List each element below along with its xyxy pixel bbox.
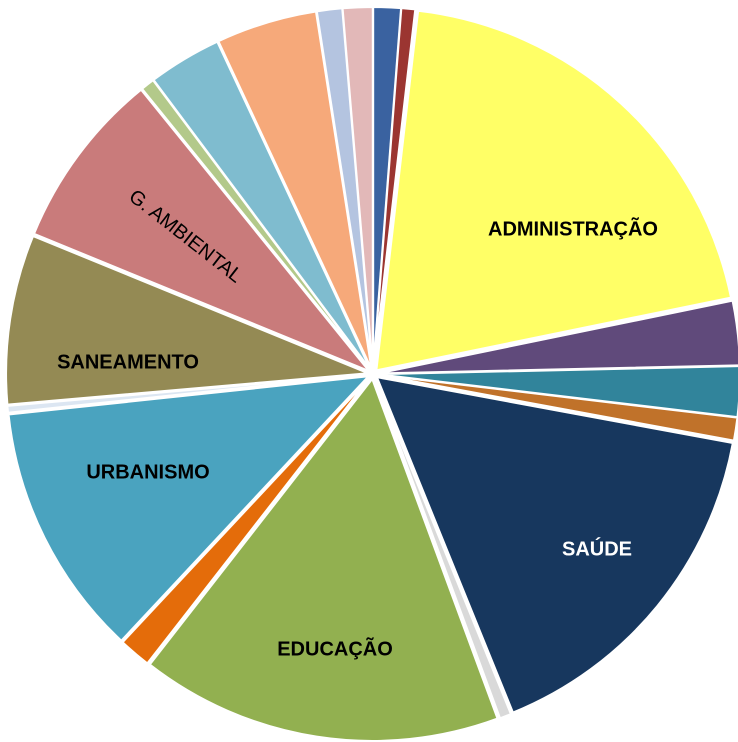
pie (5, 6, 738, 742)
pie-slice (7, 374, 372, 643)
slice-label: SANEAMENTO (57, 351, 199, 373)
pie-slice (375, 9, 733, 372)
pie-slice (5, 234, 369, 406)
pie-slice (6, 373, 369, 414)
slice-label: URBANISMO (86, 461, 209, 483)
slice-label: EDUCAÇÃO (277, 637, 393, 660)
pie-slice (32, 88, 370, 372)
slice-label: SAÚDE (562, 536, 632, 560)
pie-slice (373, 378, 513, 720)
pie-slice (341, 6, 374, 370)
pie-slice (377, 373, 738, 442)
pie-slice (375, 375, 734, 714)
pie-slice (121, 377, 371, 665)
pie-slice (372, 7, 417, 370)
slice-label: ADMINISTRAÇÃO (488, 217, 658, 240)
pie-slice (148, 376, 499, 742)
pie-slice (152, 40, 372, 371)
